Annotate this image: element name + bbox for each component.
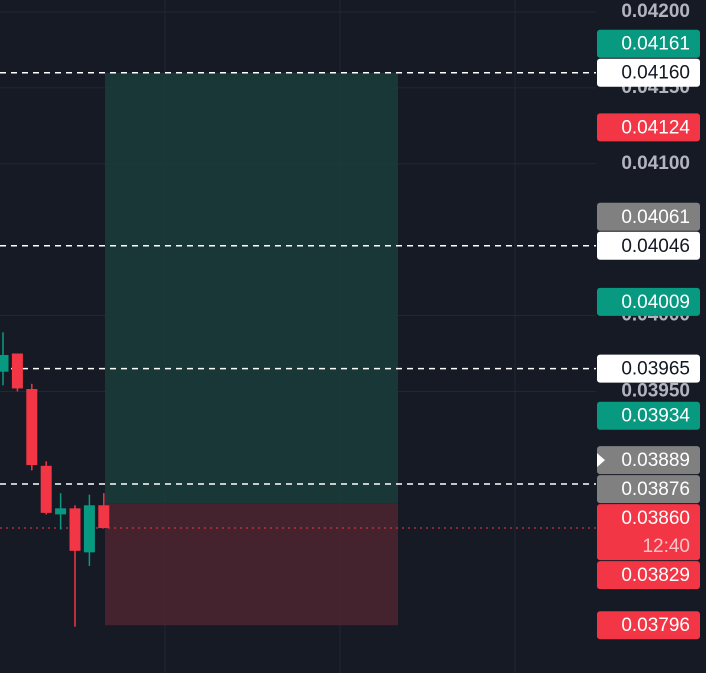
candle-body — [11, 353, 23, 389]
price-marker-label: 0.03934 — [621, 406, 690, 427]
price-marker-label: 0.03965 — [621, 359, 690, 380]
price-marker — [597, 202, 700, 231]
price-marker — [597, 231, 700, 260]
price-marker-label: 0.03796 — [621, 615, 690, 636]
price-marker-label: 0.04046 — [621, 236, 690, 257]
price-marker-label: 0.03860 — [621, 508, 690, 529]
y-tick-label: 0.04200 — [621, 1, 690, 22]
price-marker — [597, 58, 700, 87]
loss-zone — [105, 503, 398, 626]
candle-body — [98, 505, 110, 529]
price-marker — [597, 504, 700, 561]
countdown: 12:40 — [642, 536, 690, 557]
y-tick-label: 0.03950 — [621, 380, 690, 401]
candle-body — [26, 389, 38, 466]
price-marker — [597, 446, 700, 475]
profit-zone — [105, 72, 398, 504]
price-marker-label: 0.03889 — [621, 450, 690, 471]
price-marker — [597, 475, 700, 504]
price-marker-label: 0.04061 — [621, 207, 690, 228]
y-tick-label: 0.04100 — [621, 153, 690, 174]
price-marker — [597, 29, 700, 58]
price-marker — [597, 113, 700, 142]
price-marker — [597, 611, 700, 640]
price-marker-label: 0.03876 — [621, 479, 690, 500]
candle-body — [40, 465, 52, 513]
price-marker — [597, 354, 700, 383]
price-marker — [597, 401, 700, 430]
candle-body — [0, 355, 9, 372]
candle-body — [55, 508, 67, 515]
price-marker-label: 0.04009 — [621, 292, 690, 313]
price-marker — [597, 287, 700, 316]
candle-body — [83, 505, 95, 553]
price-marker — [597, 561, 700, 590]
marker-arrow — [597, 453, 605, 468]
price-marker-label: 0.04160 — [621, 63, 690, 84]
price-marker-label: 0.04124 — [621, 117, 690, 138]
price-marker-label: 0.04161 — [621, 34, 690, 55]
price-marker-label: 0.03829 — [621, 565, 690, 586]
candle-body — [69, 508, 81, 551]
